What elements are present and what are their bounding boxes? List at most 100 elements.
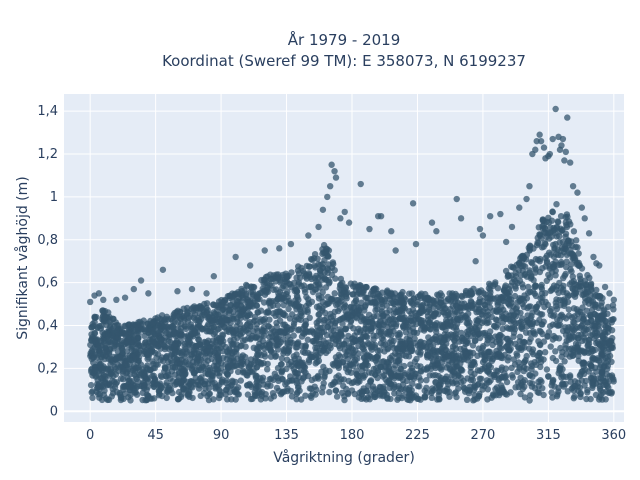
outlier-point (130, 285, 138, 293)
data-point (508, 372, 516, 379)
data-point (288, 283, 295, 291)
data-point (302, 392, 309, 399)
data-point (178, 331, 186, 339)
data-point (583, 395, 590, 403)
data-point (527, 392, 534, 399)
data-point (463, 314, 470, 321)
data-point (475, 299, 483, 306)
data-point (480, 308, 487, 315)
data-point (352, 286, 360, 294)
data-point (557, 213, 565, 220)
data-point (302, 288, 309, 296)
data-point (126, 386, 133, 394)
outlier-point (562, 148, 570, 156)
data-point (386, 377, 393, 384)
data-point (386, 354, 394, 362)
outlier-point (246, 262, 254, 269)
data-point (406, 308, 413, 315)
data-point (336, 326, 343, 333)
data-point (307, 392, 314, 400)
data-point (96, 361, 103, 368)
data-point (153, 361, 160, 368)
data-point (344, 390, 352, 398)
data-point (88, 324, 95, 331)
data-point (554, 246, 561, 253)
data-point (106, 338, 113, 346)
data-point (510, 333, 517, 340)
data-point (458, 334, 466, 341)
data-point (445, 311, 453, 318)
data-point (214, 353, 221, 361)
data-point (442, 305, 449, 312)
data-point (587, 280, 595, 287)
data-point (224, 371, 231, 379)
data-point (557, 225, 564, 232)
data-point (506, 302, 513, 309)
data-point (178, 366, 185, 373)
data-point (526, 338, 533, 346)
outlier-point (326, 182, 334, 190)
data-point (592, 391, 600, 399)
data-point (317, 340, 324, 347)
data-point (174, 377, 182, 384)
data-point (370, 286, 377, 293)
data-point (479, 345, 486, 352)
data-point (215, 325, 223, 332)
data-point (230, 331, 237, 339)
data-point (319, 250, 326, 258)
data-point (370, 365, 377, 373)
x-tick-label: 180 (340, 428, 365, 443)
data-point (157, 356, 164, 363)
outlier-point (357, 180, 364, 188)
data-point (351, 390, 358, 398)
outlier-point (502, 238, 510, 246)
data-point (340, 382, 347, 390)
outlier-point (486, 212, 494, 220)
data-point (338, 297, 345, 305)
data-point (298, 303, 305, 311)
data-point (489, 341, 496, 349)
data-point (95, 380, 103, 388)
data-point (358, 317, 365, 325)
data-point (327, 344, 334, 352)
data-point (93, 313, 100, 321)
data-point (355, 304, 362, 311)
data-point (209, 337, 217, 344)
data-point (323, 245, 330, 252)
outlier-point (261, 247, 268, 254)
data-point (589, 382, 596, 389)
data-point (563, 258, 570, 265)
data-point (552, 348, 559, 355)
outlier-point (476, 225, 484, 233)
data-point (408, 290, 416, 297)
data-point (609, 334, 616, 342)
data-point (545, 214, 552, 221)
outlier-point (546, 150, 554, 158)
data-point (468, 361, 476, 369)
data-point (205, 371, 212, 378)
data-point (227, 382, 234, 390)
data-point (273, 319, 280, 327)
data-point (107, 382, 114, 389)
data-point (564, 327, 571, 334)
data-point (498, 389, 505, 396)
data-point (278, 389, 286, 397)
data-point (401, 370, 408, 377)
data-point (485, 311, 492, 319)
data-point (510, 356, 517, 363)
data-point (137, 321, 144, 329)
data-point (492, 385, 499, 393)
data-point (598, 352, 605, 359)
data-point (108, 393, 116, 400)
data-point (288, 269, 295, 276)
data-point (511, 311, 518, 318)
data-point (88, 331, 95, 338)
data-point (415, 395, 422, 402)
data-point (322, 340, 330, 347)
data-point (274, 275, 282, 282)
data-point (141, 326, 148, 333)
data-point (435, 292, 442, 299)
data-point (274, 302, 282, 309)
data-point (372, 299, 379, 307)
data-point (292, 286, 300, 294)
